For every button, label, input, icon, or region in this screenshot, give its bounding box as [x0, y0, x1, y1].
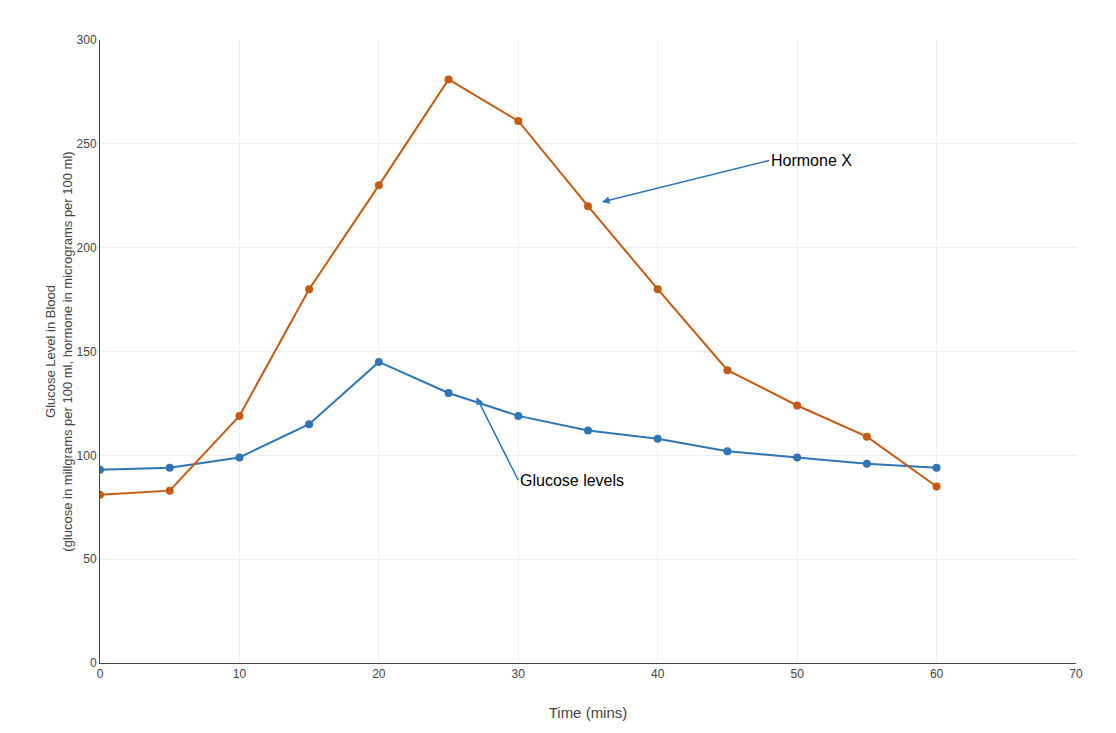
svg-text:Time (mins): Time (mins) [549, 704, 628, 721]
svg-text:300: 300 [77, 33, 97, 47]
svg-text:70: 70 [1069, 667, 1083, 681]
svg-text:10: 10 [233, 667, 247, 681]
svg-text:Glucose levels: Glucose levels [520, 472, 624, 489]
svg-text:250: 250 [77, 137, 97, 151]
svg-text:50: 50 [83, 552, 97, 566]
svg-text:60: 60 [930, 667, 944, 681]
svg-text:Hormone X: Hormone X [771, 152, 852, 169]
svg-text:0: 0 [90, 656, 97, 670]
svg-text:50: 50 [790, 667, 804, 681]
svg-text:0: 0 [97, 667, 104, 681]
svg-text:200: 200 [77, 241, 97, 255]
svg-text:150: 150 [77, 345, 97, 359]
svg-text:40: 40 [651, 667, 665, 681]
svg-text:Glucose Level in Blood(glucose: Glucose Level in Blood(glucose in millgr… [43, 151, 75, 551]
svg-text:30: 30 [512, 667, 526, 681]
svg-text:100: 100 [77, 449, 97, 463]
svg-text:20: 20 [372, 667, 386, 681]
